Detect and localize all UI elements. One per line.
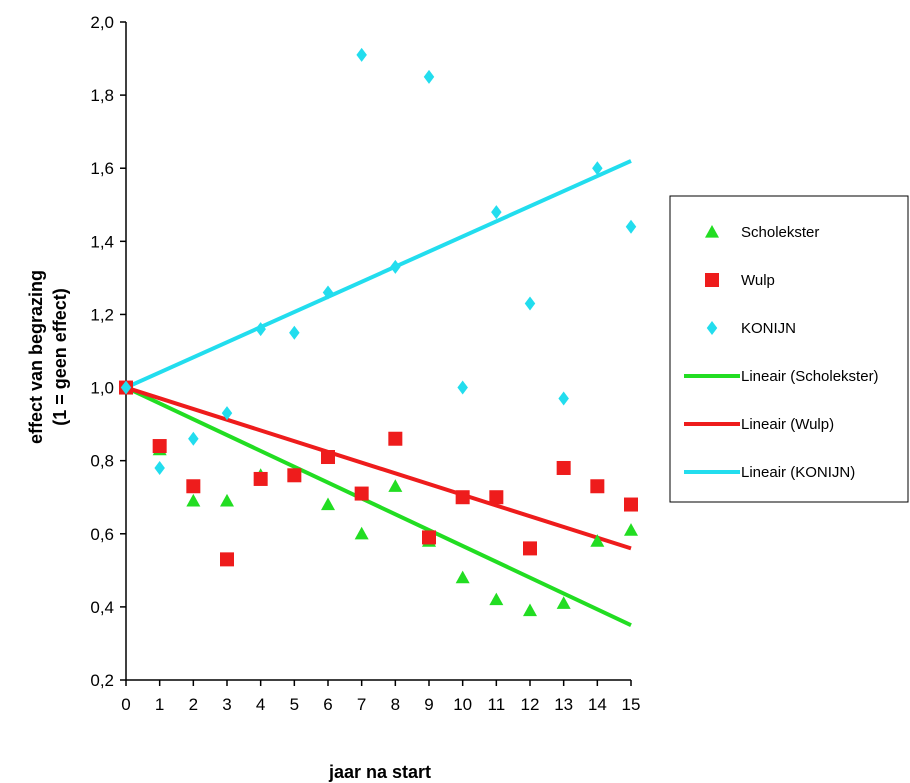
x-tick-label: 13 bbox=[554, 695, 573, 714]
legend-label: Lineair (KONIJN) bbox=[741, 464, 855, 481]
point-wulp bbox=[253, 471, 268, 486]
point-wulp bbox=[152, 439, 167, 454]
legend-marker-konijn bbox=[706, 321, 718, 335]
y-tick-label: 1,4 bbox=[90, 232, 114, 251]
legend-items: Scholekster Wulp KONIJN Lineair (Scholekste… bbox=[684, 224, 879, 481]
point-konijn bbox=[524, 296, 536, 311]
trendlines bbox=[125, 159, 632, 627]
trendline-lineair-wulp bbox=[125, 385, 632, 551]
x-tick-label: 12 bbox=[521, 695, 540, 714]
data-points bbox=[119, 47, 638, 617]
point-scholekster bbox=[590, 534, 605, 547]
point-konijn bbox=[120, 380, 132, 395]
point-wulp bbox=[186, 479, 201, 494]
point-scholekster bbox=[624, 523, 638, 536]
legend-label: Lineair (Wulp) bbox=[741, 416, 834, 433]
point-wulp bbox=[422, 530, 436, 545]
legend-marker-scholekster bbox=[705, 225, 719, 238]
x-tick-label: 1 bbox=[155, 695, 164, 714]
point-scholekster bbox=[186, 493, 201, 507]
point-scholekster bbox=[489, 592, 504, 606]
point-scholekster bbox=[220, 493, 234, 507]
legend-label: Wulp bbox=[741, 272, 775, 289]
point-wulp bbox=[321, 450, 335, 465]
trendline-lineair-konijn bbox=[125, 159, 632, 390]
y-axis-ticks: 0,2 0,4 0,6 0,8 1,0 1,2 1,4 1,6 1,8 2,0 bbox=[90, 13, 126, 690]
point-wulp bbox=[624, 497, 638, 512]
point-scholekster bbox=[354, 526, 369, 540]
y-tick-label: 1,2 bbox=[90, 305, 114, 324]
point-konijn bbox=[592, 161, 603, 176]
y-tick-label: 1,6 bbox=[90, 159, 114, 178]
x-tick-label: 3 bbox=[222, 695, 231, 714]
point-konijn bbox=[457, 380, 468, 395]
point-konijn bbox=[255, 322, 266, 337]
legend-label: KONIJN bbox=[741, 320, 796, 337]
point-scholekster bbox=[556, 596, 571, 609]
point-wulp bbox=[287, 468, 302, 483]
y-axis-label-line-2: (1 = geen effect) bbox=[50, 288, 70, 426]
point-scholekster bbox=[523, 603, 537, 617]
point-konijn bbox=[154, 460, 165, 475]
point-wulp bbox=[523, 541, 537, 556]
y-tick-label: 0,2 bbox=[90, 671, 114, 690]
x-tick-label: 15 bbox=[622, 695, 641, 714]
y-axis-label-line-1: effect van begrazing bbox=[26, 270, 46, 444]
point-wulp bbox=[455, 490, 470, 505]
point-wulp bbox=[388, 431, 403, 446]
y-tick-label: 1,8 bbox=[90, 86, 114, 105]
legend: Scholekster Wulp KONIJN Lineair (Scholekste… bbox=[669, 195, 909, 503]
point-scholekster bbox=[455, 570, 470, 584]
point-konijn bbox=[491, 205, 502, 220]
point-konijn bbox=[423, 69, 435, 84]
point-scholekster bbox=[388, 479, 403, 492]
x-tick-label: 10 bbox=[453, 695, 472, 714]
y-tick-label: 1,0 bbox=[90, 379, 114, 398]
x-tick-label: 5 bbox=[290, 695, 299, 714]
point-wulp bbox=[489, 490, 504, 505]
x-axis-label: jaar na start bbox=[328, 762, 431, 782]
y-tick-label: 0,6 bbox=[90, 525, 114, 544]
x-tick-label: 9 bbox=[424, 695, 433, 714]
legend-label: Scholekster bbox=[741, 224, 819, 241]
legend-label: Lineair (Scholekster) bbox=[741, 368, 879, 385]
legend-box bbox=[669, 195, 909, 503]
point-konijn bbox=[625, 219, 637, 234]
point-konijn bbox=[390, 259, 401, 274]
point-konijn bbox=[356, 47, 367, 62]
x-tick-label: 0 bbox=[121, 695, 130, 714]
point-konijn bbox=[221, 406, 233, 421]
trendline-lineair-scholekster bbox=[125, 385, 632, 627]
point-wulp bbox=[354, 486, 369, 501]
x-tick-label: 2 bbox=[189, 695, 198, 714]
y-tick-label: 2,0 bbox=[90, 13, 114, 32]
point-wulp bbox=[590, 479, 605, 494]
x-tick-label: 14 bbox=[588, 695, 607, 714]
x-axis-ticks: 0 1 2 3 4 5 6 7 8 9 10 11 12 13 14 15 bbox=[121, 680, 640, 714]
point-wulp bbox=[220, 552, 234, 567]
x-tick-label: 7 bbox=[357, 695, 366, 714]
legend-marker-wulp bbox=[705, 273, 719, 287]
x-tick-label: 6 bbox=[323, 695, 332, 714]
point-konijn bbox=[289, 325, 300, 340]
x-tick-label: 11 bbox=[488, 695, 506, 714]
x-tick-label: 4 bbox=[256, 695, 265, 714]
point-konijn bbox=[188, 431, 199, 446]
point-wulp bbox=[556, 460, 571, 475]
point-konijn bbox=[558, 391, 569, 406]
axes bbox=[125, 22, 631, 681]
point-scholekster bbox=[321, 497, 335, 511]
x-tick-label: 8 bbox=[391, 695, 400, 714]
point-konijn bbox=[322, 285, 334, 300]
y-tick-label: 0,8 bbox=[90, 452, 114, 471]
y-tick-label: 0,4 bbox=[90, 598, 114, 617]
